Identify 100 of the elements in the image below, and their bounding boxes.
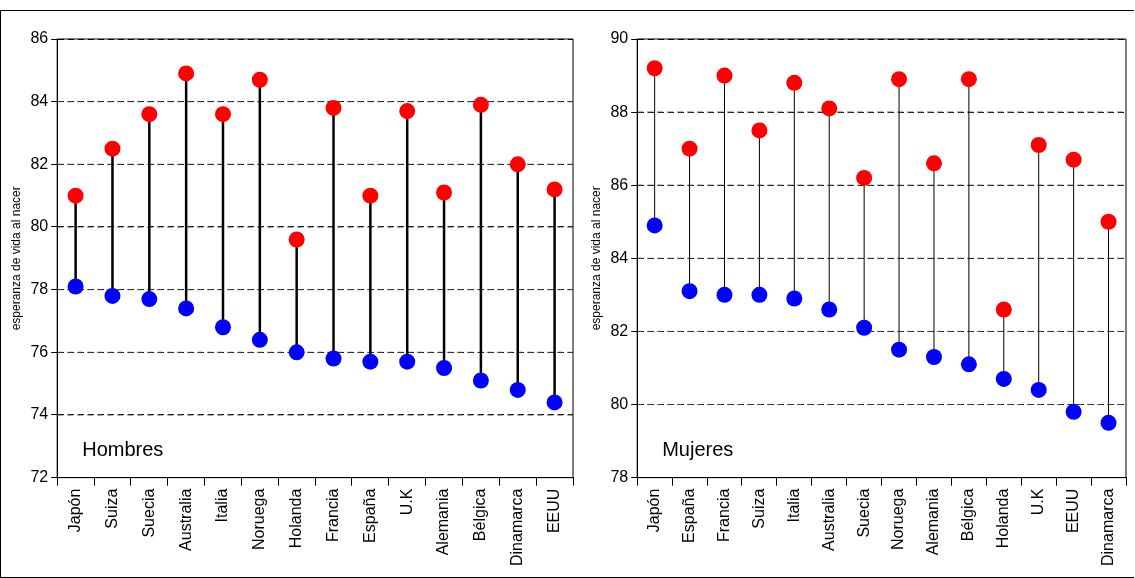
- point: [960, 356, 977, 373]
- y-tick-label: 74: [30, 405, 49, 423]
- point: [995, 370, 1012, 387]
- x-tick-label: Bélgica: [959, 488, 977, 542]
- annotation: Hombres: [82, 437, 164, 460]
- x-tick-label: Japón: [645, 488, 663, 533]
- x-tick-label: U.K: [1029, 488, 1047, 516]
- point: [1100, 213, 1117, 230]
- point: [716, 67, 733, 84]
- x-tick-label: U.K: [397, 488, 415, 516]
- y-tick-label: 82: [30, 154, 49, 172]
- y-tick-label: 78: [610, 468, 629, 486]
- y-tick-label: 84: [30, 92, 49, 110]
- x-tick-label: Dinamarca: [1098, 488, 1116, 566]
- x-tick-label: Dinamarca: [508, 488, 526, 566]
- point: [509, 156, 526, 173]
- point: [995, 301, 1012, 318]
- point: [288, 231, 305, 248]
- point: [141, 291, 158, 308]
- x-tick-label: Suiza: [102, 488, 120, 529]
- point: [856, 169, 873, 186]
- point: [681, 140, 698, 157]
- point: [399, 353, 416, 370]
- point: [214, 319, 231, 336]
- point: [1030, 137, 1047, 154]
- point: [646, 217, 663, 234]
- x-tick-label: Suecia: [854, 488, 872, 538]
- point: [786, 290, 803, 307]
- point: [821, 100, 838, 117]
- y-tick-label: 76: [30, 342, 49, 360]
- point: [751, 122, 768, 139]
- x-tick-label: Bélgica: [471, 488, 489, 542]
- y-tick-label: 86: [610, 175, 629, 193]
- point: [141, 106, 158, 123]
- y-tick-label: 78: [30, 280, 49, 298]
- point: [104, 287, 121, 304]
- y-tick-label: 88: [610, 102, 629, 120]
- point: [646, 60, 663, 77]
- point: [67, 278, 84, 295]
- point: [960, 71, 977, 88]
- point: [325, 99, 342, 116]
- point: [251, 331, 268, 348]
- y-tick-label: 84: [610, 248, 629, 266]
- y-tick-label: 80: [610, 394, 629, 412]
- x-tick-label: Noruega: [889, 488, 907, 551]
- point: [325, 350, 342, 367]
- point: [362, 353, 379, 370]
- x-tick-label: Suecia: [139, 488, 157, 538]
- point: [214, 106, 231, 123]
- point: [436, 184, 453, 201]
- y-axis-title: esperanza de vida al nacer: [8, 186, 23, 331]
- point: [1030, 381, 1047, 398]
- point: [288, 344, 305, 361]
- point: [1065, 403, 1082, 420]
- point: [362, 187, 379, 204]
- x-tick-label: Francia: [714, 488, 732, 542]
- x-tick-label: Suiza: [749, 488, 767, 529]
- point: [751, 286, 768, 303]
- x-tick-label: Holanda: [287, 488, 305, 549]
- point: [891, 71, 908, 88]
- point: [399, 103, 416, 120]
- x-tick-label: Holanda: [994, 488, 1012, 549]
- point: [681, 283, 698, 300]
- point: [1065, 151, 1082, 168]
- point: [509, 381, 526, 398]
- point: [1100, 414, 1117, 431]
- point: [178, 65, 195, 82]
- point: [821, 301, 838, 318]
- x-tick-label: EEUU: [1064, 488, 1082, 534]
- point: [67, 187, 84, 204]
- point: [178, 300, 195, 317]
- point: [856, 319, 873, 336]
- point: [891, 341, 908, 358]
- point: [472, 96, 489, 113]
- x-tick-label: España: [679, 488, 697, 543]
- point: [925, 155, 942, 172]
- y-tick-label: 90: [610, 29, 629, 47]
- x-tick-label: Italia: [784, 488, 802, 523]
- y-tick-label: 82: [610, 321, 629, 339]
- point: [251, 71, 268, 88]
- x-tick-label: Alemania: [434, 488, 452, 556]
- x-tick-label: Noruega: [250, 488, 268, 551]
- annotation: Mujeres: [662, 437, 734, 460]
- y-tick-label: 72: [30, 468, 49, 486]
- y-tick-label: 86: [30, 29, 49, 47]
- x-tick-label: Alemania: [924, 488, 942, 556]
- point: [716, 286, 733, 303]
- x-tick-label: España: [360, 488, 378, 543]
- x-tick-label: Francia: [323, 488, 341, 542]
- y-tick-label: 80: [30, 217, 49, 235]
- point: [472, 372, 489, 389]
- point: [925, 349, 942, 366]
- x-tick-label: EEUU: [544, 488, 562, 534]
- x-tick-label: Italia: [213, 488, 231, 523]
- x-tick-label: Australia: [176, 488, 194, 551]
- point: [546, 181, 563, 198]
- y-axis-title: esperanza de vida al nacer: [588, 186, 603, 331]
- point: [786, 74, 803, 91]
- x-tick-label: Japón: [66, 488, 84, 533]
- point: [436, 359, 453, 376]
